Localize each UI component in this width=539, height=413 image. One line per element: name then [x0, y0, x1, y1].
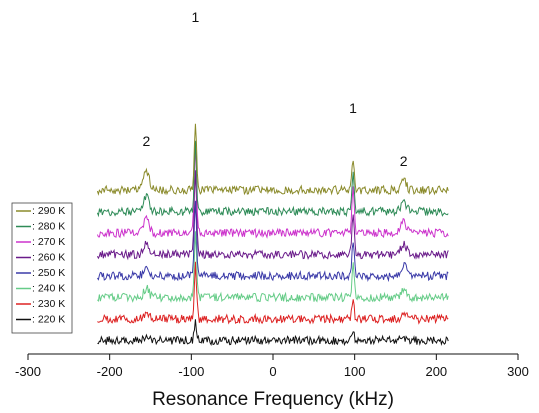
x-tick-label: -300	[15, 364, 41, 379]
series-line	[96, 144, 449, 239]
legend: : 290 K : 280 K : 270 K : 260 K : 250 K : 240…	[11, 202, 73, 334]
peak-label: 1	[349, 100, 357, 116]
x-tick-label: 0	[269, 364, 276, 379]
series-line	[96, 123, 449, 196]
peak-label: 2	[400, 153, 408, 169]
legend-entry: : 270 K	[32, 236, 65, 248]
legend-entry: : 230 K	[32, 298, 65, 310]
legend-box	[11, 202, 73, 334]
series-line	[96, 170, 449, 261]
legend-entry: : 220 K	[32, 314, 65, 326]
x-tick-label: -200	[97, 364, 123, 379]
legend-entry: : 280 K	[32, 221, 65, 233]
legend-entry: : 240 K	[32, 283, 65, 295]
legend-entry: : 260 K	[32, 252, 65, 264]
series-line	[97, 231, 449, 304]
peak-annotations: 2 1 1 2	[143, 9, 408, 169]
x-axis-ticks: -300 -200 -100 0 100 200 300	[15, 354, 529, 379]
x-tick-label: 100	[344, 364, 366, 379]
legend-entry: : 250 K	[32, 267, 65, 279]
peak-label: 1	[192, 9, 200, 25]
series-line	[96, 140, 449, 218]
x-tick-label: -100	[178, 364, 204, 379]
series-line	[97, 319, 449, 347]
peak-label: 2	[143, 133, 151, 149]
series-line	[97, 261, 449, 325]
x-tick-label: 300	[507, 364, 529, 379]
legend-entry: : 290 K	[32, 205, 65, 217]
x-axis-title: Resonance Frequency (kHz)	[152, 389, 394, 410]
x-tick-label: 200	[425, 364, 447, 379]
spectra-traces	[96, 123, 449, 347]
series-line	[97, 200, 449, 283]
